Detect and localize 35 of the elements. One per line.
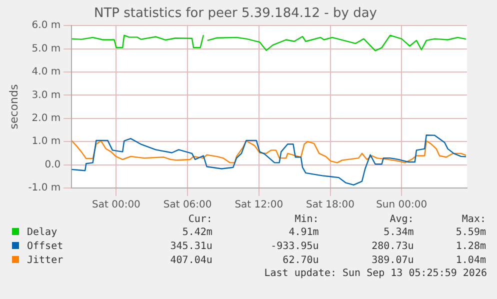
x-tick-label: Sat 00:00 [92,200,140,211]
x-tick-label: Sat 12:00 [234,200,284,211]
legend-label: Jitter [27,255,64,266]
chart-title: NTP statistics for peer 5.39.184.12 - by day [94,6,378,22]
y-tick-label: 5.0 m [32,43,61,54]
text: 1.28m [454,240,487,254]
text: Last update: Sun Sep 13 05:25:59 2026 [263,268,487,279]
text: 1.04m [454,254,487,268]
y-tick-label: 6.0 m [32,20,61,32]
y-tick-label: 2.0 m [32,112,61,124]
y-tick-label: 4.0 m [32,66,61,78]
x-tick-label: Sat 06:00 [163,200,212,211]
x-tick-label: Sun 00:00 [376,200,428,211]
text: 62.70u [282,254,320,268]
x-tick-label: Sat 18:00 [306,200,354,211]
text: -933.95u [270,240,320,254]
y-tick-label: 1.0 m [32,136,61,148]
text: 5.34m [382,226,415,240]
legend-label: Offset [27,241,64,252]
text: 345.31u [169,240,214,254]
text: Max: [460,214,487,226]
text: Avg: [388,214,415,226]
text: 407.04u [169,254,214,268]
y-tick-label: -1.0 m [28,182,61,194]
y-tick-label: 3.0 m [32,90,61,101]
legend-label: Delay [27,227,58,238]
text: Cur: [187,214,214,226]
text: 4.91m [288,226,320,240]
text: Min: [294,214,320,226]
text: 280.73u [370,240,415,254]
text: 5.59m [454,226,487,240]
text: 5.42m [181,226,214,240]
text: 389.07u [370,254,415,268]
y-tick-label: 0.0 [44,159,61,170]
y-axis-title: seconds [7,84,20,130]
